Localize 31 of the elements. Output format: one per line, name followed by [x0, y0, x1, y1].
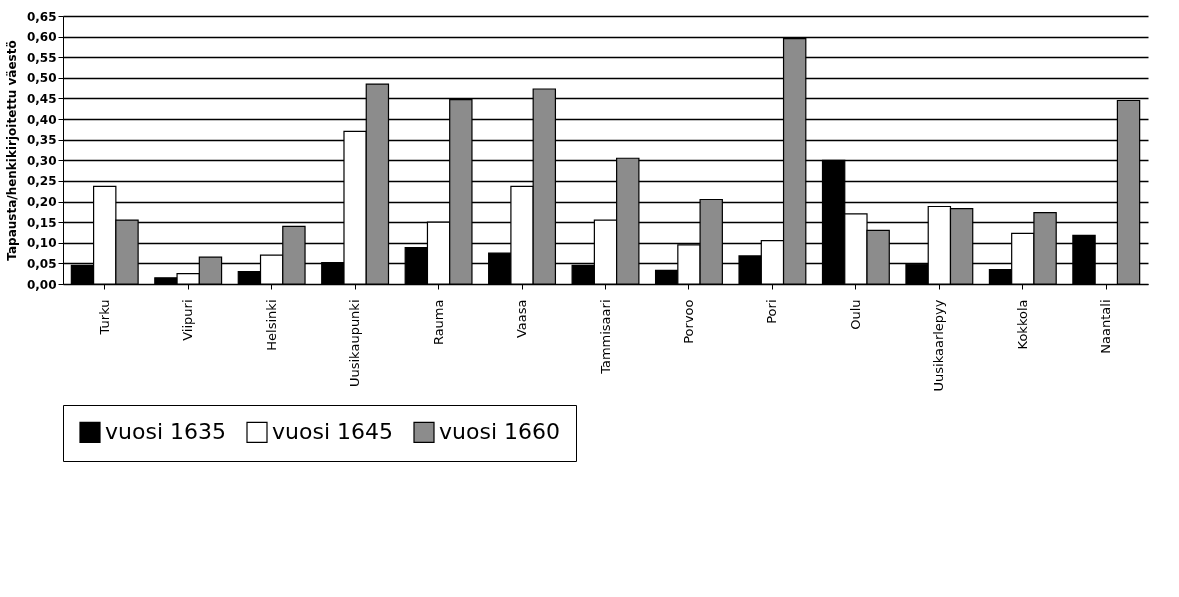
x-tick-label: Naantali: [1098, 299, 1114, 354]
x-tick-label: Uusikaarlepyy: [931, 299, 947, 392]
y-tick-label: 0,05: [26, 256, 57, 271]
y-tick-label: 0,60: [26, 30, 57, 45]
x-tick-label: Uusikaupunki: [347, 299, 363, 388]
x-tick-label: Vaasa: [514, 299, 530, 339]
x-tick-label: Turku: [96, 299, 112, 336]
x-tick-label: Pori: [764, 299, 780, 324]
y-tick-label: 0,15: [26, 215, 57, 230]
y-tick-label: 0,55: [26, 50, 57, 65]
y-tick-label: 0,40: [26, 112, 57, 127]
legend-label: vuosi 1635: [105, 419, 226, 445]
x-tick-label: Oulu: [847, 299, 863, 330]
x-tick-label: Porvoo: [680, 299, 696, 344]
y-tick-label: 0,00: [26, 277, 57, 292]
x-tick-label: Tammisaari: [597, 299, 613, 375]
x-tick-label: Viipuri: [180, 299, 196, 341]
x-tick-label: Helsinki: [263, 299, 279, 351]
y-tick-label: 0,50: [26, 71, 57, 86]
y-tick-label: 0,45: [26, 91, 57, 106]
legend-label: vuosi 1645: [272, 419, 393, 445]
x-tick-label: Rauma: [430, 299, 446, 346]
y-tick-label: 0,35: [26, 133, 57, 148]
y-tick-label: 0,30: [26, 153, 57, 168]
y-tick-label: 0,20: [26, 195, 57, 210]
y-tick-label: 0,65: [26, 9, 57, 24]
y-axis-title: Tapausta/henkikirjoitettu väestö: [4, 40, 19, 261]
legend-label: vuosi 1660: [439, 419, 560, 445]
y-tick-label: 0,25: [26, 174, 57, 189]
y-tick-label: 0,10: [26, 236, 57, 251]
x-tick-label: Kokkola: [1014, 299, 1030, 350]
